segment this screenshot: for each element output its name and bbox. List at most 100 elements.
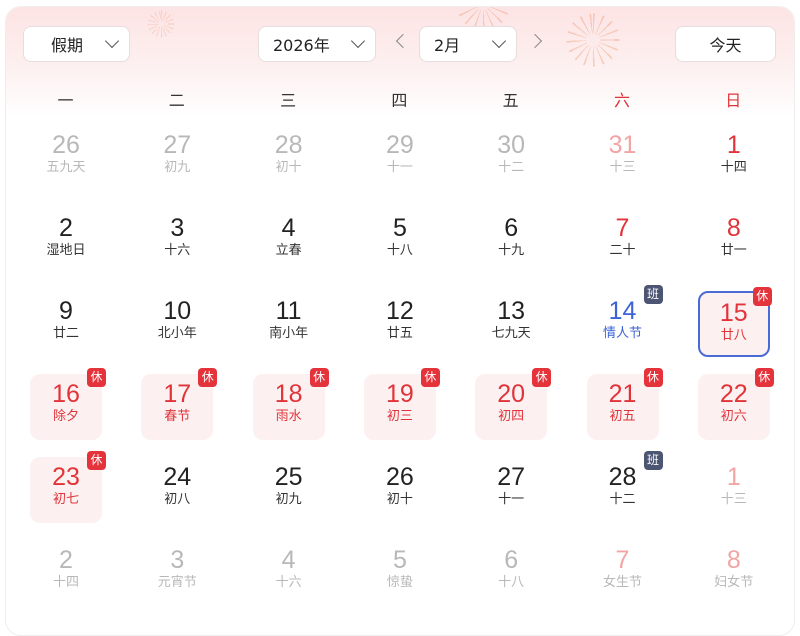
day-number: 15 bbox=[719, 299, 748, 327]
day-number: 11 bbox=[275, 297, 302, 325]
day-cell[interactable]: 14 情人节 班 bbox=[587, 285, 663, 357]
weekday-header: 一 bbox=[57, 91, 74, 110]
lunar-label: 初九 bbox=[164, 160, 191, 175]
day-cell[interactable]: 15 廿八 休 bbox=[697, 287, 772, 357]
day-number: 29 bbox=[385, 131, 414, 159]
day-number: 19 bbox=[385, 380, 414, 408]
rest-badge: 休 bbox=[643, 368, 663, 387]
lunar-label: 十三 bbox=[720, 492, 747, 507]
day-cell[interactable]: 11 南小年 bbox=[253, 291, 325, 357]
lunar-label: 五九天 bbox=[46, 160, 86, 175]
day-cell[interactable]: 29 十一 bbox=[364, 125, 436, 191]
day-cell[interactable]: 18 雨水 休 bbox=[252, 368, 329, 440]
day-number: 13 bbox=[497, 297, 526, 325]
weekday-header: 二 bbox=[168, 91, 185, 110]
day-cell[interactable]: 1 十三 bbox=[698, 457, 770, 523]
day-number: 1 bbox=[726, 463, 741, 491]
day-cell[interactable]: 1 十四 bbox=[698, 125, 770, 191]
day-cell[interactable]: 6 十八 bbox=[475, 540, 547, 606]
day-cell[interactable]: 27 十一 bbox=[475, 457, 547, 523]
day-cell[interactable]: 3 十六 bbox=[141, 208, 213, 274]
rest-badge: 休 bbox=[420, 368, 440, 387]
day-number: 27 bbox=[497, 463, 526, 491]
day-cell[interactable]: 26 初十 bbox=[364, 457, 436, 523]
lunar-label: 初六 bbox=[720, 409, 747, 424]
day-cell[interactable]: 31 十三 bbox=[587, 125, 659, 191]
day-cell[interactable]: 26 五九天 bbox=[30, 125, 102, 191]
holiday-select-label: 假期 bbox=[51, 36, 84, 55]
lunar-label: 初十 bbox=[386, 492, 413, 507]
year-select[interactable]: 2026年 bbox=[258, 26, 376, 62]
day-cell[interactable]: 28 十二 班 bbox=[587, 451, 663, 523]
month-select[interactable]: 2月 bbox=[419, 26, 517, 62]
day-cell[interactable]: 20 初四 休 bbox=[475, 368, 552, 440]
day-cell[interactable]: 8 廿一 bbox=[698, 208, 770, 274]
lunar-label: 初七 bbox=[52, 492, 79, 507]
day-number: 5 bbox=[392, 214, 407, 242]
day-number: 18 bbox=[274, 380, 303, 408]
day-cell[interactable]: 19 初三 休 bbox=[363, 368, 440, 440]
lunar-label: 初九 bbox=[275, 492, 302, 507]
lunar-label: 十四 bbox=[52, 575, 79, 590]
lunar-label: 十六 bbox=[164, 243, 191, 258]
day-cell[interactable]: 28 初十 bbox=[253, 125, 325, 191]
day-number: 22 bbox=[719, 380, 748, 408]
header-banner bbox=[6, 7, 794, 117]
today-button[interactable]: 今天 bbox=[675, 26, 776, 62]
day-cell[interactable]: 17 春节 休 bbox=[141, 368, 218, 440]
lunar-label: 南小年 bbox=[269, 326, 309, 341]
day-cell[interactable]: 6 十九 bbox=[475, 208, 547, 274]
year-select-label: 2026年 bbox=[273, 36, 330, 55]
day-number: 4 bbox=[281, 214, 296, 242]
day-cell[interactable]: 13 七九天 bbox=[475, 291, 547, 357]
day-number: 1 bbox=[726, 131, 741, 159]
day-cell[interactable]: 2 十四 bbox=[30, 540, 102, 606]
day-cell[interactable]: 4 立春 bbox=[253, 208, 325, 274]
weekday-header: 日 bbox=[725, 91, 742, 110]
day-cell[interactable]: 24 初八 bbox=[141, 457, 213, 523]
day-cell[interactable]: 21 初五 休 bbox=[586, 368, 663, 440]
chevron-down-icon bbox=[491, 33, 507, 49]
day-number: 26 bbox=[385, 463, 414, 491]
rest-badge: 休 bbox=[87, 451, 106, 470]
today-button-label: 今天 bbox=[709, 36, 742, 55]
lunar-label: 十八 bbox=[498, 575, 525, 590]
day-number: 21 bbox=[608, 380, 637, 408]
day-number: 12 bbox=[385, 297, 414, 325]
day-cell[interactable]: 8 妇女节 bbox=[698, 540, 770, 606]
lunar-label: 七九天 bbox=[491, 326, 531, 341]
lunar-label: 十一 bbox=[498, 492, 525, 507]
workday-badge: 班 bbox=[643, 451, 663, 470]
weekday-header: 三 bbox=[280, 91, 297, 110]
day-cell[interactable]: 7 女生节 bbox=[587, 540, 659, 606]
day-number: 26 bbox=[52, 131, 80, 159]
rest-badge: 休 bbox=[309, 368, 329, 387]
day-cell[interactable]: 25 初九 bbox=[253, 457, 325, 523]
day-cell[interactable]: 3 元宵节 bbox=[141, 540, 213, 606]
day-cell[interactable]: 4 十六 bbox=[253, 540, 325, 606]
day-cell[interactable]: 5 惊蛰 bbox=[364, 540, 436, 606]
lunar-label: 十八 bbox=[386, 243, 413, 258]
day-cell[interactable]: 7 二十 bbox=[587, 208, 659, 274]
lunar-label: 十一 bbox=[386, 160, 413, 175]
day-cell[interactable]: 22 初六 休 bbox=[697, 368, 774, 440]
calendar: 假期 2026年 2月 今天 一二三四五六日 26 五九天 27 初九 28 初十 29 十一… bbox=[5, 6, 795, 636]
day-cell[interactable]: 5 十八 bbox=[364, 208, 436, 274]
day-cell[interactable]: 2 湿地日 bbox=[30, 208, 102, 274]
day-cell[interactable]: 12 廿五 bbox=[364, 291, 436, 357]
day-cell[interactable]: 23 初七 休 bbox=[30, 451, 106, 523]
lunar-label: 惊蛰 bbox=[386, 575, 413, 590]
day-number: 31 bbox=[608, 131, 637, 159]
day-cell[interactable]: 16 除夕 休 bbox=[30, 368, 106, 440]
day-number: 4 bbox=[281, 546, 296, 574]
day-cell[interactable]: 9 廿二 bbox=[30, 291, 102, 357]
day-cell[interactable]: 10 北小年 bbox=[141, 291, 213, 357]
holiday-select[interactable]: 假期 bbox=[23, 26, 130, 62]
lunar-label: 十九 bbox=[498, 243, 525, 258]
rest-badge: 休 bbox=[752, 287, 772, 306]
day-cell[interactable]: 30 十二 bbox=[475, 125, 547, 191]
day-number: 6 bbox=[504, 214, 519, 242]
lunar-label: 初十 bbox=[275, 160, 302, 175]
rest-badge: 休 bbox=[87, 368, 106, 387]
day-cell[interactable]: 27 初九 bbox=[141, 125, 213, 191]
